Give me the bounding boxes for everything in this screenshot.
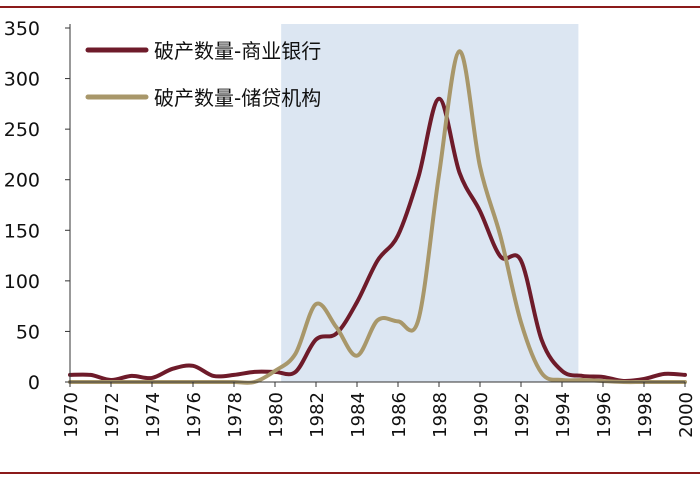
legend-item-commercial-banks: 破产数量-商业银行 (154, 39, 321, 63)
x-tick-label: 1992 (512, 392, 533, 438)
top-rule (0, 6, 700, 8)
x-tick-label: 1976 (184, 392, 205, 438)
series-line-commercial-banks (68, 96, 687, 384)
x-tick-label: 1990 (471, 392, 492, 438)
x-tick-label: 1996 (594, 392, 615, 438)
x-tick-label: 1986 (389, 392, 410, 438)
x-tick-label: 1974 (143, 392, 164, 438)
x-tick-label: 1994 (553, 392, 574, 438)
y-tick-label: 50 (16, 321, 40, 343)
x-tick-label: 1972 (102, 392, 123, 438)
x-tick-label: 2000 (676, 392, 697, 438)
x-tick-label: 1978 (225, 392, 246, 438)
x-tick-label: 1980 (266, 392, 287, 438)
y-tick-label: 100 (4, 271, 40, 293)
x-tick-label: 1970 (61, 392, 82, 438)
x-tick-label: 1984 (348, 392, 369, 438)
bottom-rule (0, 472, 700, 474)
x-tick-label: 1988 (430, 392, 451, 438)
x-tick-label: 1982 (307, 392, 328, 438)
y-tick-label: 0 (28, 372, 40, 394)
y-tick-label: 250 (4, 119, 40, 141)
y-tick-label: 200 (4, 170, 40, 192)
y-tick-label: 300 (4, 69, 40, 91)
y-tick-label: 150 (4, 220, 40, 242)
shaded-period (281, 24, 579, 382)
axes-layer: 0 50 100 150 200 250 300 350 1970 1972 1974 1976 197… (4, 18, 697, 438)
x-tick-label: 1998 (635, 392, 656, 438)
y-tick-label: 350 (4, 18, 40, 40)
legend-item-savings-institutions: 破产数量-储贷机构 (154, 86, 321, 110)
